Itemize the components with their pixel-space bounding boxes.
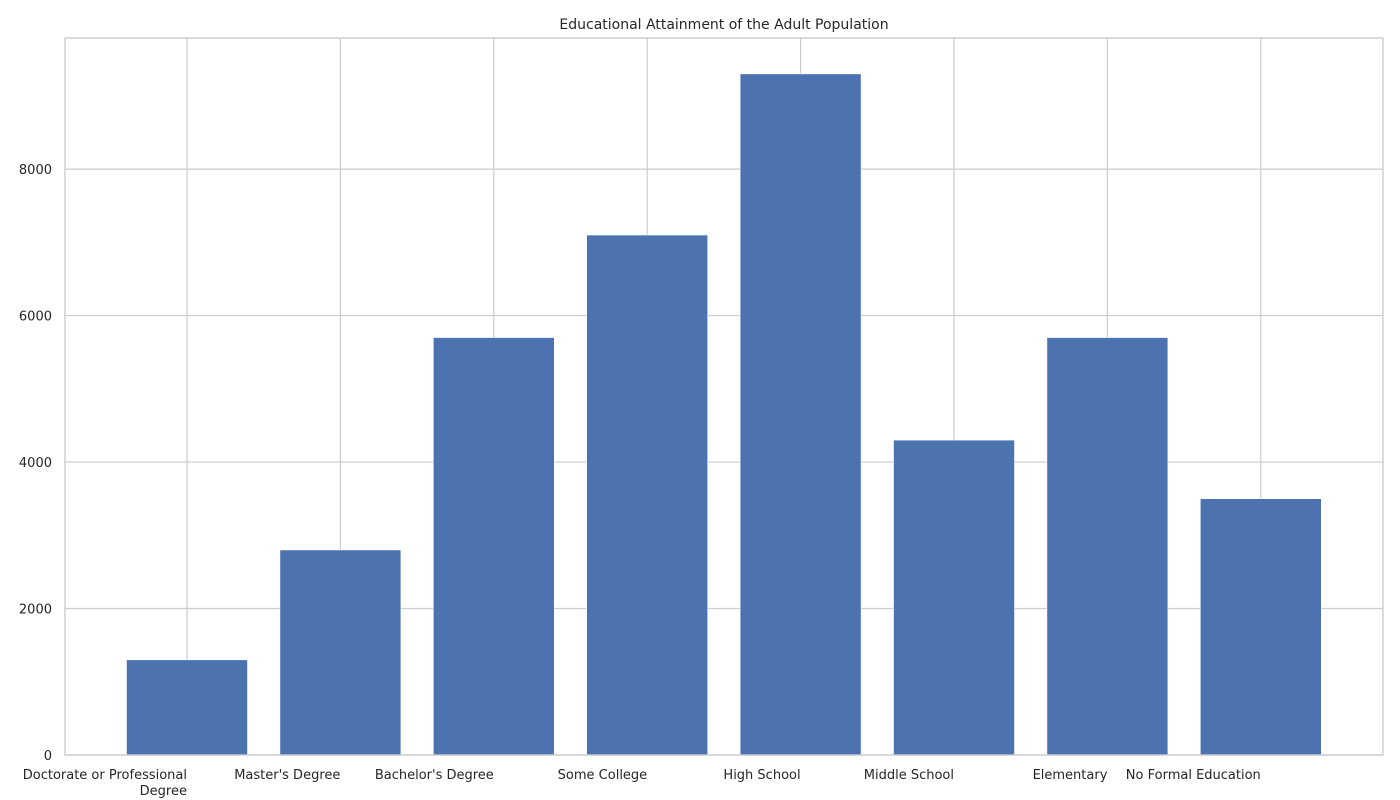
bar	[126, 659, 248, 756]
x-tick-label-line: Some College	[558, 768, 648, 783]
y-tick-label: 4000	[19, 456, 52, 471]
grid-lines	[65, 38, 1383, 756]
bar	[279, 549, 402, 756]
y-axis-ticks: 0 2000 4000 6000 8000	[19, 163, 52, 764]
bar	[432, 337, 555, 756]
x-tick-label-line: Middle School	[864, 768, 954, 783]
x-tick-label: Elementary	[1033, 768, 1108, 783]
axes-frame	[64, 37, 1384, 756]
bar	[893, 439, 1015, 756]
plot-frame	[64, 37, 1384, 756]
y-tick-label: 0	[44, 749, 52, 764]
bar	[739, 73, 862, 756]
y-tick-label: 8000	[19, 163, 52, 178]
bar	[586, 234, 709, 756]
x-tick-label-line: High School	[723, 768, 800, 783]
x-tick-label: Master's Degree	[234, 768, 340, 783]
x-tick-label: High School	[723, 768, 800, 783]
chart-title: Educational Attainment of the Adult Popu…	[559, 17, 888, 33]
x-tick-label: No Formal Education	[1126, 768, 1261, 783]
x-tick-label: Bachelor's Degree	[375, 768, 494, 783]
x-tick-label-line: Elementary	[1033, 768, 1108, 783]
y-tick-label: 6000	[19, 310, 52, 325]
x-tick-label-line: Bachelor's Degree	[375, 768, 494, 783]
bars	[126, 73, 1322, 756]
bar	[1200, 498, 1322, 756]
x-tick-label-line: Master's Degree	[234, 768, 340, 783]
y-tick-label: 2000	[19, 603, 52, 618]
bar	[1046, 337, 1169, 756]
x-tick-label-line: Degree	[140, 784, 187, 799]
x-tick-label-line: No Formal Education	[1126, 768, 1261, 783]
x-tick-label-line: Doctorate or Professional	[23, 768, 187, 783]
x-tick-label: Middle School	[864, 768, 954, 783]
x-tick-label: Some College	[558, 768, 648, 783]
